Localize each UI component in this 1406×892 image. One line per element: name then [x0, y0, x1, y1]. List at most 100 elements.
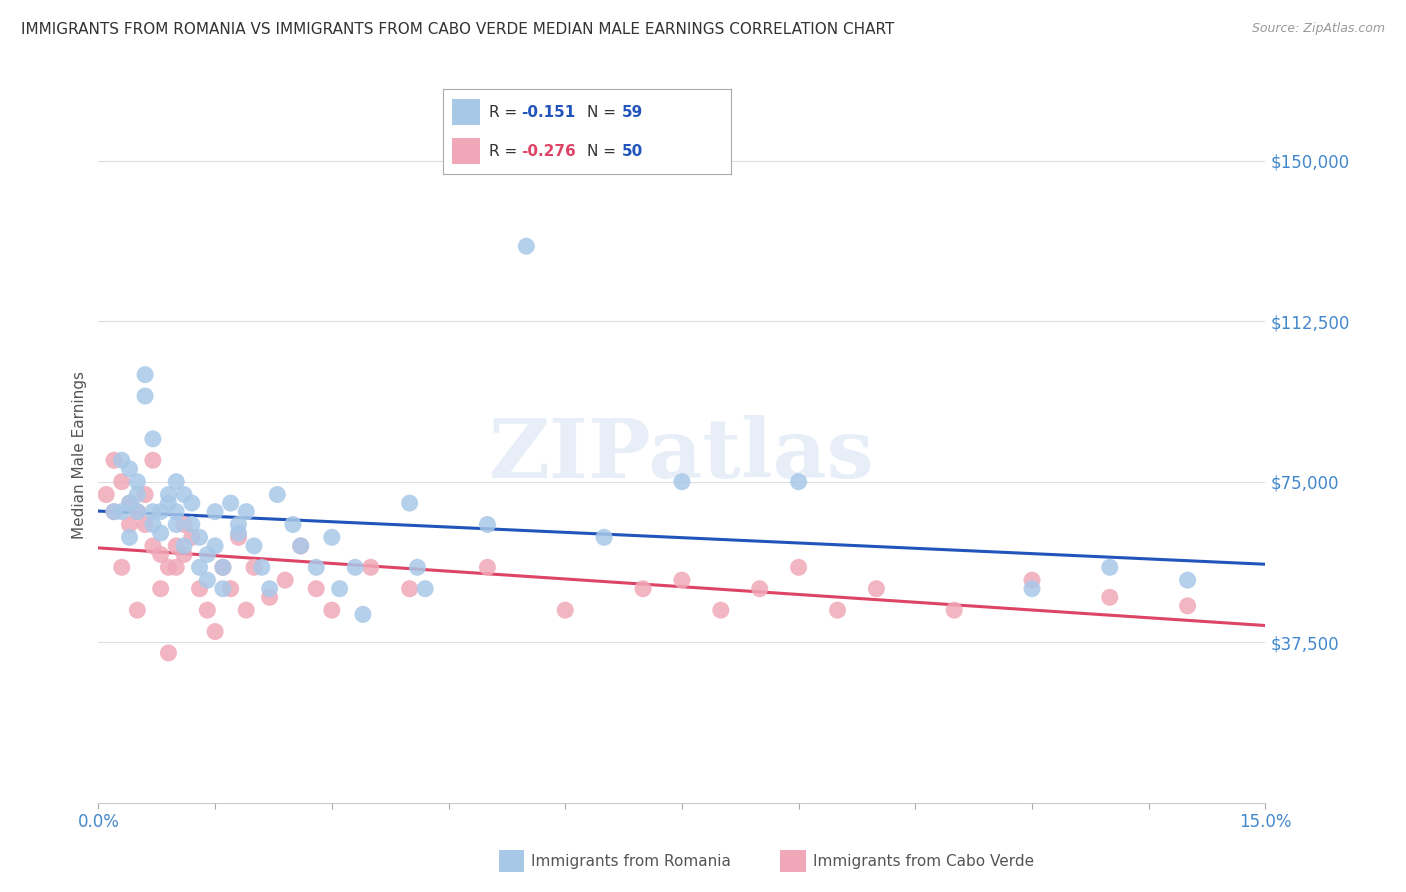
- Point: [259, 591, 281, 605]
- Point: [281, 517, 304, 532]
- Point: [165, 505, 187, 519]
- Point: [344, 560, 367, 574]
- Point: [515, 239, 537, 253]
- Point: [103, 505, 125, 519]
- Point: [188, 560, 211, 574]
- Bar: [451, 99, 481, 125]
- Point: [865, 582, 887, 596]
- Text: IMMIGRANTS FROM ROMANIA VS IMMIGRANTS FROM CABO VERDE MEDIAN MALE EARNINGS CORRE: IMMIGRANTS FROM ROMANIA VS IMMIGRANTS FR…: [21, 22, 894, 37]
- Point: [748, 582, 770, 596]
- Point: [305, 560, 328, 574]
- Point: [127, 505, 149, 519]
- Text: N =: N =: [588, 144, 621, 159]
- Point: [266, 487, 288, 501]
- Point: [180, 496, 202, 510]
- Point: [212, 560, 235, 574]
- Point: [228, 517, 250, 532]
- Point: [631, 582, 654, 596]
- Point: [554, 603, 576, 617]
- Text: ZIPatlas: ZIPatlas: [489, 415, 875, 495]
- Point: [96, 487, 118, 501]
- Point: [406, 560, 429, 574]
- Point: [235, 603, 257, 617]
- Point: [142, 505, 165, 519]
- Point: [127, 505, 149, 519]
- Point: [1021, 573, 1043, 587]
- Point: [243, 560, 266, 574]
- Point: [477, 560, 499, 574]
- Point: [188, 530, 211, 544]
- Point: [165, 539, 187, 553]
- Text: Source: ZipAtlas.com: Source: ZipAtlas.com: [1251, 22, 1385, 36]
- Point: [787, 560, 810, 574]
- Point: [142, 453, 165, 467]
- Point: [173, 487, 195, 501]
- Point: [173, 548, 195, 562]
- Point: [1098, 591, 1121, 605]
- Point: [127, 603, 149, 617]
- Point: [157, 487, 180, 501]
- Point: [212, 560, 235, 574]
- Point: [290, 539, 312, 553]
- Point: [111, 560, 134, 574]
- Point: [290, 539, 312, 553]
- Point: [157, 496, 180, 510]
- Text: R =: R =: [489, 144, 522, 159]
- Text: R =: R =: [489, 104, 522, 120]
- Point: [195, 573, 218, 587]
- Point: [235, 505, 257, 519]
- Text: Immigrants from Cabo Verde: Immigrants from Cabo Verde: [813, 855, 1033, 869]
- Point: [103, 505, 125, 519]
- Y-axis label: Median Male Earnings: Median Male Earnings: [72, 371, 87, 539]
- Point: [204, 539, 226, 553]
- Point: [118, 462, 141, 476]
- Point: [1021, 582, 1043, 596]
- Point: [180, 530, 202, 544]
- Point: [195, 548, 218, 562]
- Bar: [451, 138, 481, 164]
- Point: [118, 517, 141, 532]
- Point: [204, 505, 226, 519]
- Point: [157, 646, 180, 660]
- Point: [243, 539, 266, 553]
- Point: [1177, 599, 1199, 613]
- Point: [149, 526, 172, 541]
- Point: [943, 603, 966, 617]
- Point: [477, 517, 499, 532]
- Point: [173, 517, 195, 532]
- Point: [180, 517, 202, 532]
- Point: [173, 539, 195, 553]
- Point: [111, 475, 134, 489]
- Point: [671, 573, 693, 587]
- Point: [103, 453, 125, 467]
- Point: [134, 487, 156, 501]
- Point: [188, 582, 211, 596]
- Point: [1177, 573, 1199, 587]
- Point: [118, 496, 141, 510]
- Text: Immigrants from Romania: Immigrants from Romania: [531, 855, 731, 869]
- Point: [149, 505, 172, 519]
- Point: [398, 582, 420, 596]
- Text: -0.276: -0.276: [520, 144, 575, 159]
- Point: [352, 607, 374, 622]
- Point: [118, 530, 141, 544]
- Point: [142, 539, 165, 553]
- Text: N =: N =: [588, 104, 621, 120]
- Point: [118, 496, 141, 510]
- Point: [398, 496, 420, 510]
- Point: [259, 582, 281, 596]
- Point: [111, 505, 134, 519]
- Point: [149, 548, 172, 562]
- Text: -0.151: -0.151: [520, 104, 575, 120]
- Point: [204, 624, 226, 639]
- Point: [149, 582, 172, 596]
- Point: [360, 560, 382, 574]
- Point: [671, 475, 693, 489]
- Point: [165, 475, 187, 489]
- Point: [329, 582, 352, 596]
- Point: [127, 487, 149, 501]
- Point: [134, 368, 156, 382]
- Point: [710, 603, 733, 617]
- Point: [165, 517, 187, 532]
- Point: [827, 603, 849, 617]
